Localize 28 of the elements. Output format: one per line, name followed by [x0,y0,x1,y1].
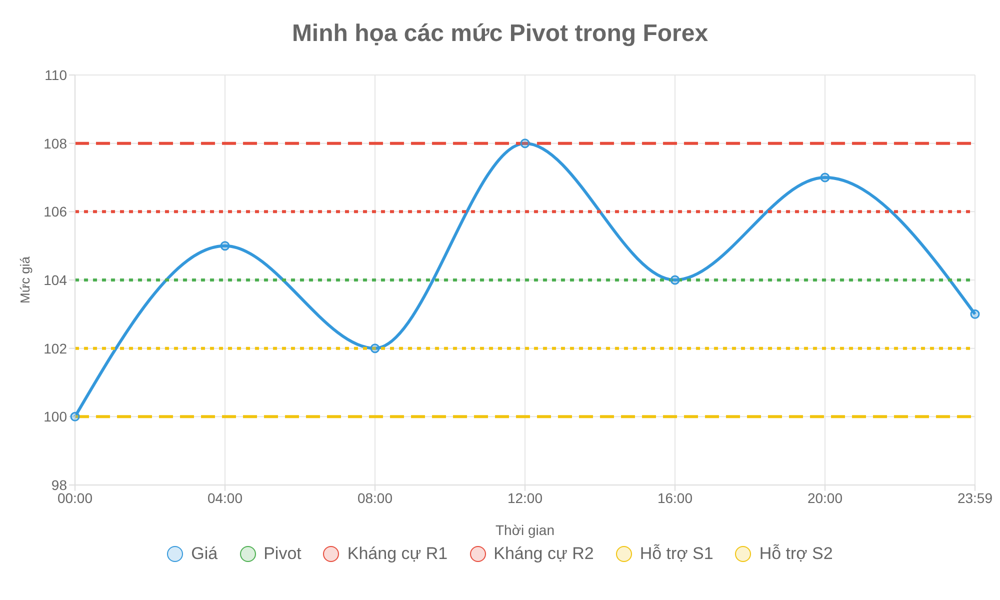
point [370,344,380,354]
point [670,275,680,285]
legend-label: Pivot [262,544,302,564]
x-tick-label: 23:59 [957,490,993,506]
x-tick-label: 08:00 [357,490,393,506]
legend-label: Kháng cự R1 [346,544,448,564]
y-tick-label: 104 [44,272,68,288]
legend-label: Giá [190,544,218,564]
legend-label: Kháng cự R2 [492,544,594,564]
point [220,241,230,251]
point [820,172,830,182]
y-tick-label: 102 [44,340,68,356]
point [520,138,530,148]
x-tick-label: 04:00 [207,490,243,506]
y-tick-label: 100 [44,408,68,425]
x-tick-label: 12:00 [507,490,543,506]
y-tick-label: 110 [44,66,68,83]
chart-title: Minh họa các mức Pivot trong Forex [290,19,710,49]
y-axis-title: Mức giá [18,256,33,304]
y-tick-label: 106 [44,204,68,220]
point [970,309,980,319]
legend-label: Hỗ trợ S1 [638,544,714,564]
legend-label: Hỗ trợ S2 [758,544,833,564]
point [70,412,80,422]
x-tick-label: 20:00 [807,490,843,506]
y-tick-label: 108 [44,135,68,152]
x-tick-label: 16:00 [657,490,693,506]
x-axis-title: Thời gian [496,522,554,538]
